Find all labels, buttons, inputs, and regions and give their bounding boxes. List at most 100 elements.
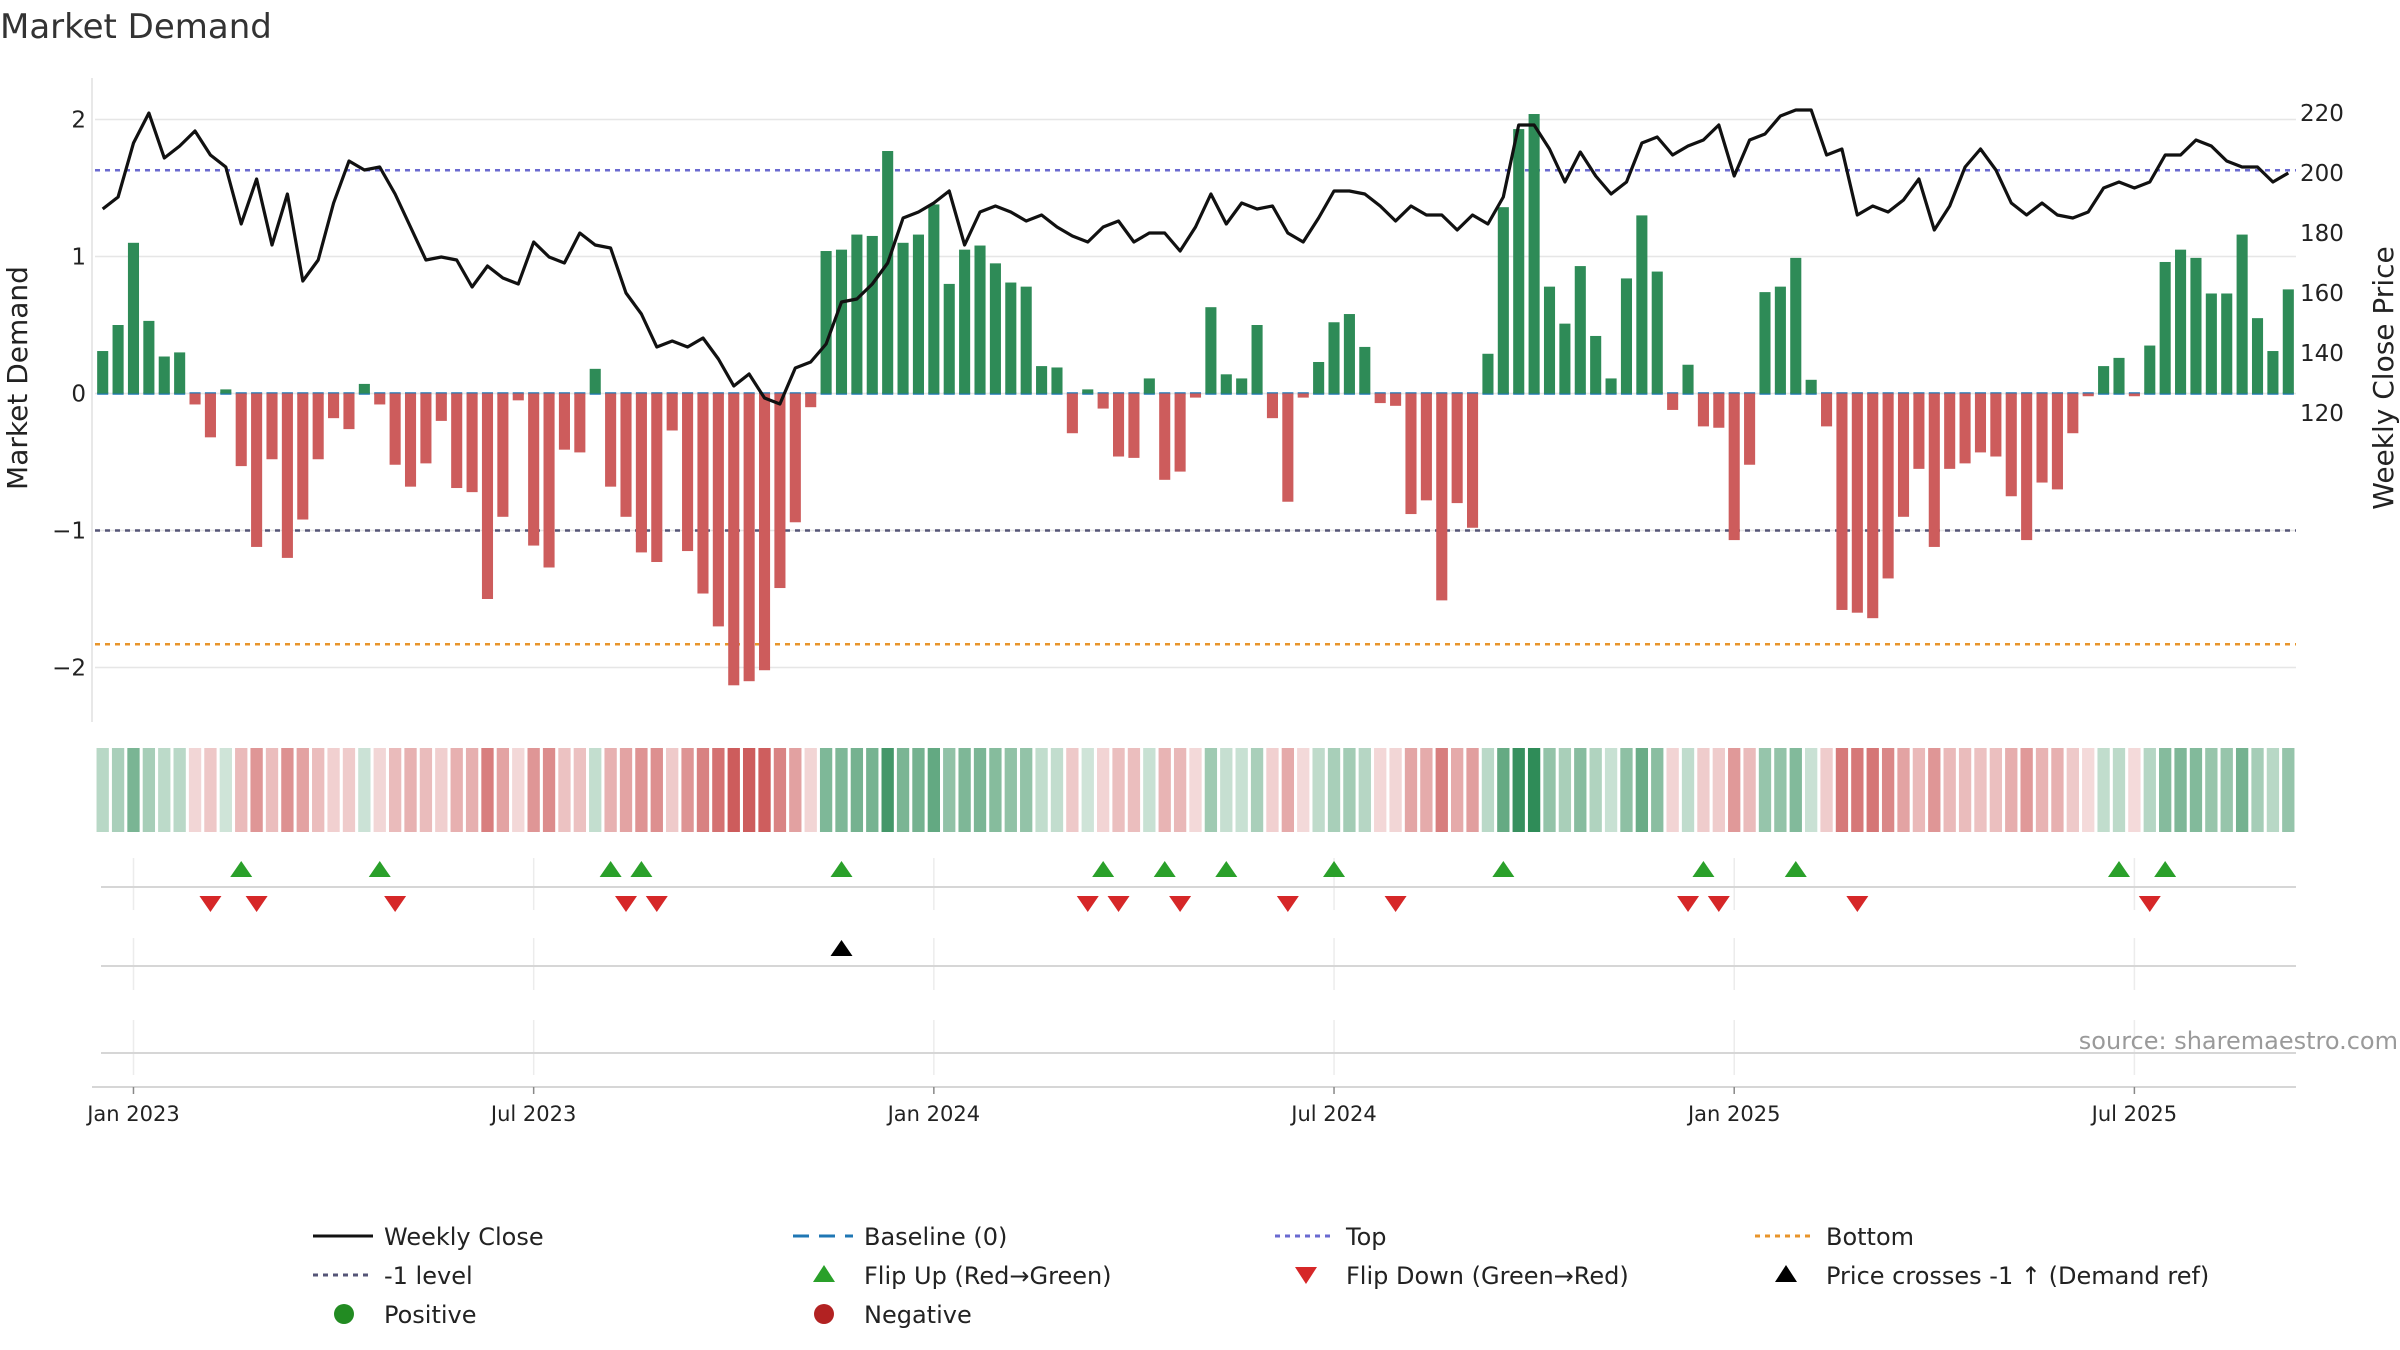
legend-swatch-negative — [814, 1304, 834, 1324]
heat-cell — [388, 748, 402, 832]
heat-cell — [1989, 748, 2003, 832]
heat-cell — [1851, 748, 1864, 832]
heat-cell — [281, 748, 294, 832]
demand-bar — [266, 393, 278, 460]
demand-bar — [1513, 129, 1525, 394]
demand-bar — [635, 393, 647, 553]
legend-label-1: Baseline (0) — [864, 1223, 1007, 1251]
right-axis-label: Weekly Close Price — [2367, 246, 2400, 509]
demand-bar — [1682, 364, 1694, 394]
heat-cell — [1712, 748, 1725, 832]
heat-cell — [2097, 748, 2110, 832]
demand-bar — [1574, 266, 1586, 394]
demand-bar — [1897, 393, 1910, 517]
demand-bar — [143, 320, 155, 394]
left-axis: −2 −1 0 1 2 — [52, 108, 86, 682]
demand-bar — [743, 393, 755, 682]
heat-cell — [1050, 748, 1064, 832]
heat-cell — [835, 748, 848, 832]
heat-cell — [1451, 748, 1464, 832]
heat-cell — [1266, 748, 1279, 832]
demand-bar — [389, 393, 401, 465]
demand-bar — [1620, 278, 1633, 394]
heat-cell — [2282, 748, 2295, 832]
demand-bar — [1205, 307, 1217, 394]
heat-cell — [758, 748, 771, 832]
demand-bar — [1605, 378, 1617, 394]
heat-cell — [2159, 748, 2172, 832]
heat-cell — [1158, 748, 1171, 832]
demand-bar — [1236, 378, 1248, 394]
demand-bar — [328, 393, 340, 419]
demand-bar — [682, 393, 694, 552]
heat-cell — [2220, 748, 2233, 832]
flip-down-marker — [1276, 896, 1299, 912]
demand-bar — [1759, 292, 1771, 394]
heat-cell — [373, 748, 386, 832]
heat-cell — [666, 748, 679, 832]
heat-cell — [296, 748, 309, 832]
heat-cell — [573, 748, 586, 832]
demand-bar — [835, 249, 848, 394]
demand-bar — [1867, 393, 1879, 619]
heat-cell — [2112, 748, 2126, 832]
demand-bars — [97, 114, 2294, 686]
heat-cell — [312, 748, 325, 832]
heat-cell — [435, 748, 448, 832]
demand-bar — [1944, 393, 1956, 469]
demand-bar — [1990, 393, 2002, 457]
heat-cell — [1281, 748, 1295, 832]
heat-cell — [1189, 748, 1202, 832]
heat-cell — [912, 748, 925, 832]
heat-cell — [1928, 748, 1941, 832]
demand-bar — [1036, 366, 1048, 394]
heat-cell — [2189, 748, 2203, 832]
heat-cell — [866, 748, 879, 832]
heat-cell — [2266, 748, 2280, 832]
flip-markers-panel — [101, 858, 2296, 1075]
heat-cell — [2005, 748, 2018, 832]
demand-bar — [297, 393, 309, 520]
demand-bar — [882, 151, 894, 394]
demand-bar — [1436, 393, 1448, 601]
right-tick-label-3: 180 — [2300, 221, 2344, 247]
demand-bar — [1590, 335, 1602, 394]
heat-cell — [1297, 748, 1310, 832]
heat-cell — [1789, 748, 1802, 832]
demand-bar — [1097, 393, 1109, 409]
demand-bar — [1451, 393, 1463, 504]
flip-up-marker — [2107, 861, 2130, 877]
flip-down-marker — [1677, 896, 1700, 912]
legend-label-8: Positive — [384, 1301, 477, 1329]
demand-bar — [2021, 393, 2033, 541]
flip-down-marker — [645, 896, 668, 912]
heat-cell — [1820, 748, 1833, 832]
demand-bar — [1821, 393, 1833, 427]
demand-bar — [1836, 393, 1848, 610]
heat-cell — [589, 748, 602, 832]
demand-bar — [435, 393, 447, 421]
demand-bar — [1928, 393, 1940, 547]
heat-cell — [512, 748, 525, 832]
demand-bar — [1467, 393, 1479, 528]
heat-cell — [404, 748, 417, 832]
heat-cell — [1358, 748, 1371, 832]
demand-bar — [2051, 393, 2063, 490]
demand-bar — [1066, 393, 1078, 434]
heat-cell — [619, 748, 633, 832]
x-axis: Jan 2023 Jul 2023 Jan 2024 Jul 2024 Jan 2025… — [85, 1086, 2296, 1126]
heat-cell — [712, 748, 725, 832]
flip-up-marker — [830, 861, 853, 877]
heat-cell — [681, 748, 694, 832]
flip-up-marker — [1323, 861, 1346, 877]
heat-cell — [1127, 748, 1141, 832]
demand-bar — [2067, 393, 2079, 434]
heat-cell — [1404, 748, 1418, 832]
heat-cell — [1912, 748, 1926, 832]
flip-up-marker — [1153, 861, 1176, 877]
heat-cell — [1081, 748, 1094, 832]
demand-bar — [1482, 353, 1494, 394]
demand-bar — [1082, 389, 1094, 394]
demand-bar — [1405, 393, 1417, 515]
